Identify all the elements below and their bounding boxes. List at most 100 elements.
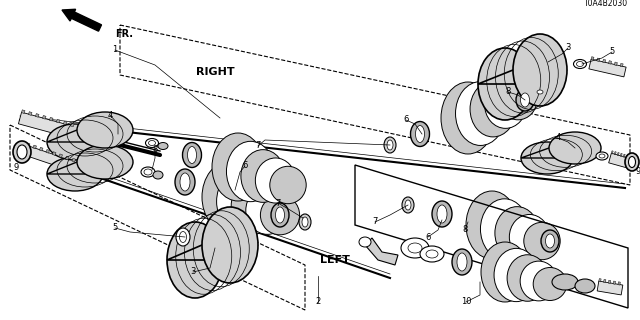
Ellipse shape [466, 191, 518, 259]
Ellipse shape [520, 261, 557, 301]
Ellipse shape [484, 81, 527, 128]
Polygon shape [63, 121, 67, 125]
Ellipse shape [541, 230, 559, 252]
Text: 4: 4 [556, 133, 561, 142]
Ellipse shape [167, 222, 223, 298]
Ellipse shape [179, 231, 186, 243]
Ellipse shape [478, 48, 532, 120]
Ellipse shape [17, 145, 27, 159]
Polygon shape [65, 156, 69, 160]
Polygon shape [22, 110, 25, 114]
Ellipse shape [495, 207, 539, 259]
Text: 7: 7 [372, 218, 378, 227]
Ellipse shape [77, 145, 133, 179]
Ellipse shape [599, 154, 605, 158]
Text: 3: 3 [190, 268, 196, 276]
Ellipse shape [260, 195, 300, 235]
Polygon shape [19, 112, 92, 143]
Ellipse shape [144, 169, 152, 175]
Polygon shape [26, 143, 30, 147]
Ellipse shape [299, 214, 311, 230]
Ellipse shape [432, 201, 452, 227]
Polygon shape [42, 116, 46, 119]
Text: 6: 6 [426, 233, 431, 242]
Text: 5: 5 [609, 47, 614, 57]
Polygon shape [604, 279, 606, 283]
Ellipse shape [410, 122, 429, 147]
Ellipse shape [145, 139, 159, 148]
Ellipse shape [47, 157, 103, 191]
Polygon shape [72, 158, 76, 162]
Ellipse shape [415, 125, 424, 142]
Polygon shape [614, 152, 616, 155]
Ellipse shape [537, 90, 543, 94]
Ellipse shape [188, 147, 196, 164]
Ellipse shape [148, 140, 156, 146]
Ellipse shape [521, 142, 573, 174]
Ellipse shape [77, 112, 133, 148]
Ellipse shape [47, 124, 103, 160]
Text: LEFT: LEFT [320, 255, 350, 265]
Ellipse shape [241, 150, 285, 202]
Polygon shape [365, 238, 398, 265]
Ellipse shape [182, 142, 202, 167]
Ellipse shape [452, 249, 472, 275]
Ellipse shape [175, 169, 195, 195]
Ellipse shape [426, 250, 438, 258]
Text: 2: 2 [316, 298, 321, 307]
Polygon shape [591, 57, 594, 60]
Polygon shape [609, 280, 611, 284]
Polygon shape [59, 154, 63, 158]
Polygon shape [614, 62, 618, 66]
Ellipse shape [302, 217, 308, 227]
Text: FR.: FR. [115, 29, 133, 39]
Ellipse shape [520, 93, 529, 107]
Text: 9: 9 [13, 164, 19, 172]
Text: RIGHT: RIGHT [196, 67, 234, 77]
Ellipse shape [141, 167, 155, 177]
Ellipse shape [180, 173, 190, 191]
FancyArrow shape [62, 9, 102, 31]
Polygon shape [46, 149, 49, 153]
Ellipse shape [456, 82, 506, 146]
Ellipse shape [231, 178, 279, 234]
Ellipse shape [545, 234, 554, 248]
Ellipse shape [275, 207, 285, 223]
Text: 3: 3 [565, 44, 571, 52]
Ellipse shape [470, 81, 516, 137]
Polygon shape [40, 147, 43, 151]
Polygon shape [521, 148, 601, 158]
Polygon shape [599, 279, 601, 282]
Ellipse shape [516, 89, 534, 111]
Polygon shape [626, 155, 628, 158]
Polygon shape [603, 59, 605, 63]
Ellipse shape [481, 199, 529, 259]
Polygon shape [478, 70, 567, 84]
Ellipse shape [596, 152, 608, 160]
Ellipse shape [499, 80, 537, 120]
Ellipse shape [202, 207, 258, 283]
Polygon shape [597, 281, 623, 295]
Ellipse shape [628, 156, 636, 167]
Ellipse shape [158, 142, 168, 149]
Ellipse shape [573, 60, 586, 68]
Ellipse shape [625, 153, 639, 171]
Ellipse shape [534, 88, 546, 96]
Ellipse shape [405, 200, 411, 210]
Polygon shape [77, 125, 81, 129]
Polygon shape [609, 61, 611, 64]
Polygon shape [49, 117, 53, 121]
Polygon shape [52, 152, 56, 156]
Polygon shape [47, 162, 133, 174]
Ellipse shape [270, 166, 306, 204]
Text: 7: 7 [255, 141, 260, 150]
Polygon shape [623, 154, 625, 157]
Text: 4: 4 [108, 110, 113, 119]
Ellipse shape [212, 133, 264, 201]
Ellipse shape [481, 242, 529, 302]
Text: 8: 8 [462, 226, 468, 235]
Ellipse shape [441, 82, 495, 154]
Ellipse shape [271, 203, 289, 227]
Ellipse shape [533, 268, 567, 300]
Ellipse shape [387, 140, 393, 150]
